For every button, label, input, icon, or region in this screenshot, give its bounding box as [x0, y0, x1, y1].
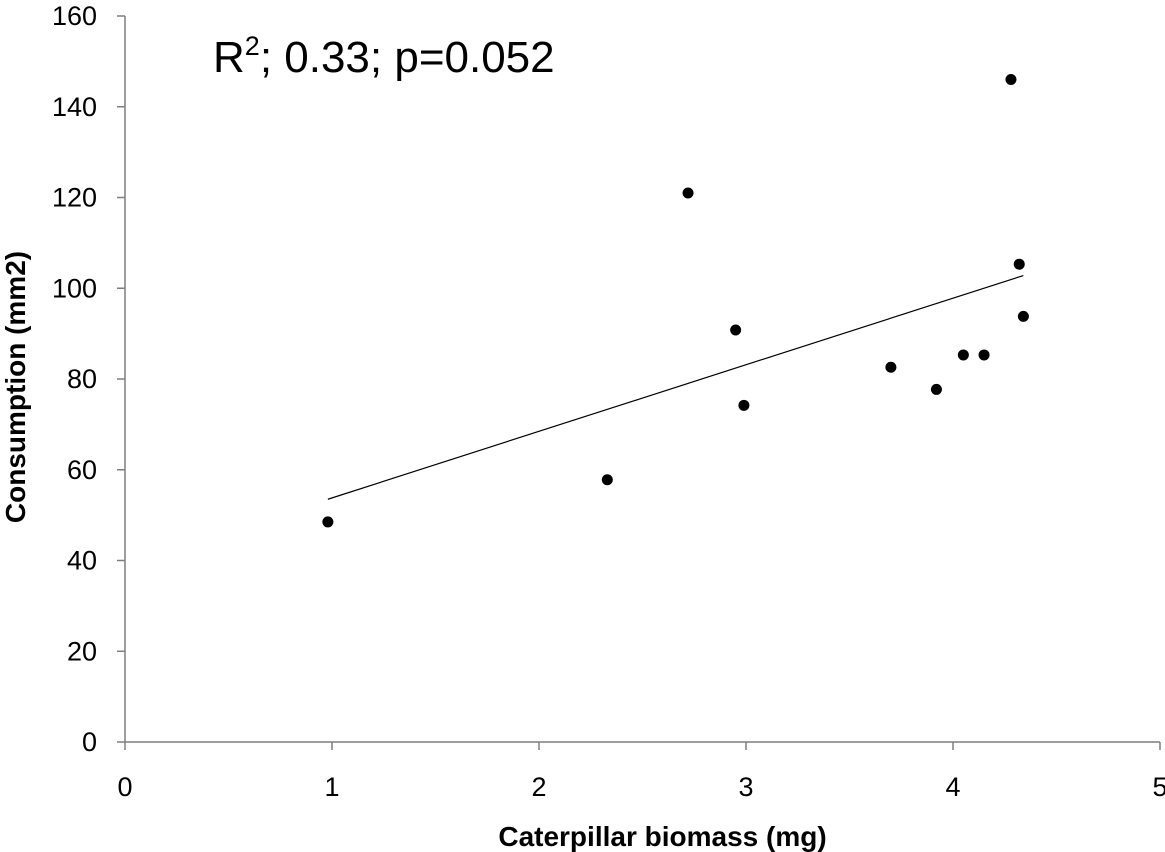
data-point	[1013, 258, 1025, 270]
annotation-rest: ; 0.33; p=0.052	[260, 33, 555, 82]
data-point	[601, 474, 613, 486]
annotation-superscript: 2	[245, 31, 260, 61]
data-point	[730, 324, 742, 336]
y-tick-label: 80	[67, 364, 97, 394]
data-point	[1005, 74, 1017, 86]
y-tick-label: 0	[82, 727, 97, 757]
annotation-prefix: R	[213, 33, 245, 82]
y-tick-label: 160	[52, 1, 97, 31]
trendline-layer	[327, 274, 1024, 500]
y-tick-label: 100	[52, 273, 97, 303]
data-point	[682, 187, 694, 199]
x-tick-label: 0	[117, 772, 132, 802]
y-tick-label: 120	[52, 183, 97, 213]
data-point	[738, 399, 750, 411]
y-tick-label: 40	[67, 546, 97, 576]
x-tick-label: 5	[1152, 772, 1165, 802]
trendline	[327, 274, 1024, 500]
x-axis-title: Caterpillar biomass (mg)	[498, 821, 826, 852]
y-tick-label: 20	[67, 636, 97, 666]
data-point	[1017, 310, 1029, 322]
data-point	[957, 349, 969, 361]
x-tick-label: 2	[531, 772, 546, 802]
axes	[117, 15, 1161, 750]
data-point	[930, 383, 942, 395]
data-point	[322, 516, 334, 528]
r-squared-annotation: R2; 0.33; p=0.052	[213, 31, 555, 82]
points-layer	[322, 74, 1029, 528]
y-tick-label: 60	[67, 455, 97, 485]
x-tick-label: 4	[945, 772, 960, 802]
y-tick-label: 140	[52, 92, 97, 122]
y-axis-title: Consumption (mm2)	[0, 251, 31, 523]
x-tick-label: 1	[324, 772, 339, 802]
data-point	[885, 361, 897, 373]
x-tick-label: 3	[738, 772, 753, 802]
data-point	[978, 349, 990, 361]
